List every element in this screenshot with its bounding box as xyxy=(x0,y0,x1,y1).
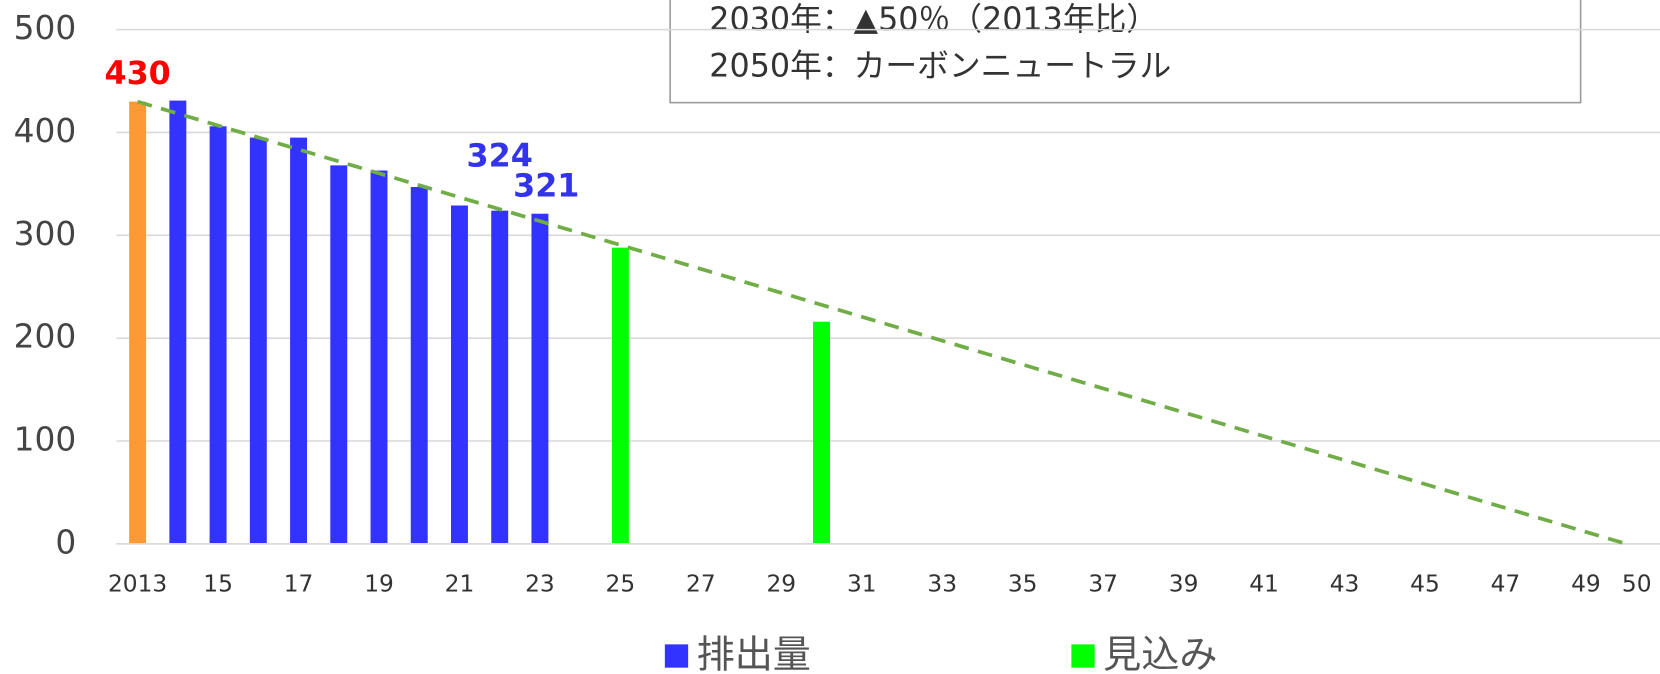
y-tick-label: 400 xyxy=(14,112,77,150)
x-tick-label: 45 xyxy=(1410,571,1440,598)
x-tick-label: 39 xyxy=(1169,571,1199,598)
legend-label: 見込み xyxy=(1103,633,1217,674)
x-tick-label: 47 xyxy=(1491,571,1521,598)
x-tick-label: 25 xyxy=(606,571,636,598)
trend-line xyxy=(137,99,1627,546)
x-tick-label: 19 xyxy=(364,571,394,598)
bar xyxy=(491,210,509,544)
x-tick-label: 17 xyxy=(284,571,314,598)
y-tick-label: 0 xyxy=(55,523,76,561)
x-tick-label: 37 xyxy=(1088,571,1118,598)
y-tick-label: 500 xyxy=(14,9,77,47)
bar xyxy=(169,100,187,544)
y-tick-label: 100 xyxy=(14,421,77,459)
annotation-box xyxy=(669,0,1582,104)
bar xyxy=(330,165,348,544)
bar xyxy=(290,137,308,544)
annotation-line: 2030年：▲50％（2013年比） xyxy=(709,2,1158,38)
y-tick-label: 200 xyxy=(14,318,77,356)
x-tick-label: 35 xyxy=(1008,571,1038,598)
x-tick-label: 27 xyxy=(686,571,716,598)
bar xyxy=(450,205,468,544)
legend-label: 排出量 xyxy=(697,633,811,674)
bar xyxy=(129,101,147,544)
bar xyxy=(813,321,830,544)
data-label: 430 xyxy=(104,56,170,92)
x-tick-label: 43 xyxy=(1330,571,1360,598)
legend-swatch xyxy=(664,644,689,668)
x-tick-label: 2013 xyxy=(108,571,167,598)
bar xyxy=(249,137,267,544)
data-label: 321 xyxy=(513,168,579,204)
legend-swatch xyxy=(1071,644,1095,668)
bar xyxy=(209,126,227,544)
x-tick-label: 29 xyxy=(766,571,796,598)
y-tick-label: 300 xyxy=(14,215,77,253)
x-tick-label: 41 xyxy=(1249,571,1279,598)
x-tick-label: 31 xyxy=(847,571,877,598)
bar xyxy=(410,186,428,544)
x-tick-label: 33 xyxy=(927,571,957,598)
x-tick-label: 49 xyxy=(1571,571,1601,598)
bar xyxy=(611,247,629,544)
x-tick-label: 23 xyxy=(525,571,555,598)
bar xyxy=(531,213,549,544)
bar xyxy=(370,170,388,544)
data-label: 324 xyxy=(467,139,533,175)
x-tick-label: 50 xyxy=(1622,571,1652,598)
x-tick-label: 21 xyxy=(445,571,475,598)
annotation-line: 2050年：カーボンニュートラル xyxy=(709,49,1171,85)
x-tick-label: 15 xyxy=(203,571,233,598)
